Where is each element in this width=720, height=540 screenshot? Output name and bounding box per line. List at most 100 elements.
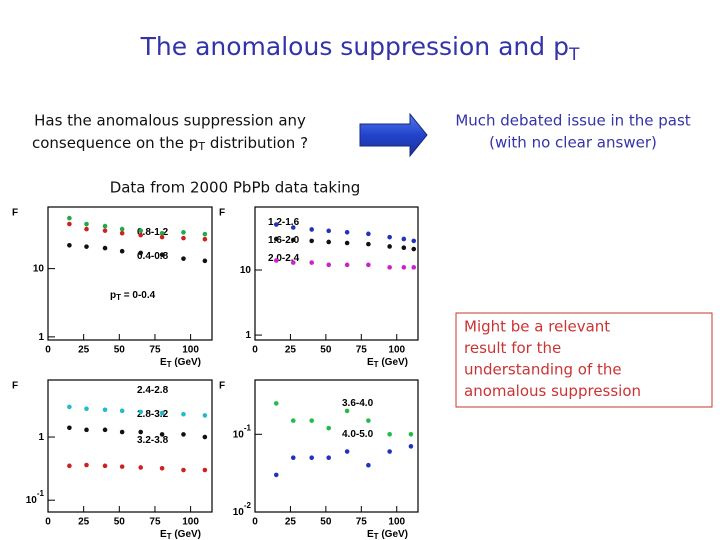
data-point [273, 258, 279, 263]
data-point [84, 244, 89, 249]
y-tick-exponent: -1 [244, 423, 252, 432]
x-label-text: E [367, 357, 374, 368]
data-point [326, 455, 332, 460]
x-tick-label: 75 [149, 517, 161, 528]
data-point [67, 404, 72, 410]
y-tick-label: 10 [240, 265, 252, 276]
data-point [159, 410, 165, 416]
plot-panel: 0 25 50 75 100 1 10-1 F ET (GeV) 2.4-2.8 2.8-3.2 3.… [12, 379, 213, 540]
data-point [290, 455, 296, 460]
label-text: 1.6-2.0 [268, 235, 300, 246]
data-point [181, 256, 186, 261]
x-tick-label: 100 [182, 345, 199, 356]
data-point [326, 239, 332, 245]
x-label-sub: T [167, 360, 172, 369]
y-tick-label: 10-1 [26, 489, 45, 506]
data-point [119, 429, 125, 435]
x-tick-label: 0 [252, 345, 258, 356]
y-tick-text: 10 [233, 429, 245, 440]
data-point [102, 228, 108, 233]
data-point [202, 236, 208, 242]
data-point [67, 425, 72, 431]
y-tick-text: 10 [240, 265, 252, 276]
data-point [138, 232, 143, 238]
data-point [326, 228, 332, 234]
x-tick-label: 50 [320, 345, 332, 356]
data-point [411, 265, 417, 270]
series-label: 2.4-2.8 [137, 385, 169, 396]
data-point [102, 463, 108, 469]
data-point [102, 223, 108, 229]
data-point [387, 244, 392, 249]
label-text: p [110, 290, 116, 301]
label-text: 2.0-2.4 [268, 253, 300, 264]
x-tick-label: 50 [114, 345, 126, 356]
y-tick-exponent: -1 [37, 489, 45, 498]
question-line: consequence on the pT distribution ? [32, 134, 308, 154]
x-label-text: E [367, 529, 374, 540]
label-text: 4.0-5.0 [342, 429, 374, 440]
answer-line: (with no clear answer) [489, 134, 657, 152]
data-point [408, 432, 414, 437]
data-point [411, 246, 417, 252]
slide-title: The anomalous suppression and pT [140, 32, 580, 65]
label-text: 3.6-4.0 [342, 398, 374, 409]
data-point [119, 248, 125, 254]
data-point [84, 406, 89, 412]
data-point [326, 262, 332, 268]
data-point [344, 240, 350, 246]
data-source: Data from 2000 PbPb data taking [110, 179, 361, 197]
y-tick-label: 10 [33, 263, 45, 274]
x-label-text: E [160, 357, 167, 368]
x-tick-label: 25 [78, 517, 90, 528]
data-point [387, 432, 392, 437]
title-text: The anomalous suppression and p [140, 32, 569, 61]
data-point [202, 231, 208, 237]
data-point [326, 425, 332, 431]
data-point [309, 227, 314, 232]
x-axis-label: ET (GeV) [160, 529, 201, 540]
data-point [202, 258, 208, 264]
data-point [67, 463, 72, 469]
x-label-end: (GeV) [172, 529, 201, 540]
y-tick-text: 1 [38, 432, 44, 443]
series-label: 1.6-2.0 [268, 235, 300, 246]
x-axis-label: ET (GeV) [367, 357, 408, 369]
x-tick-label: 25 [285, 345, 297, 356]
y-axis-label: F [219, 381, 225, 392]
data-point [138, 409, 143, 415]
data-point [138, 429, 143, 435]
data-point [181, 411, 186, 417]
label-text: 0.4-0.8 [137, 251, 169, 262]
data-point [401, 265, 407, 270]
label-text: 2.4-2.8 [137, 385, 169, 396]
label-text: 3.2-3.8 [137, 435, 169, 446]
x-label-sub: T [374, 360, 379, 369]
data-point [102, 245, 108, 251]
x-tick-label: 50 [320, 517, 332, 528]
y-tick-label: 1 [245, 330, 251, 341]
note-line: Might be a relevant [464, 318, 610, 336]
arrow [359, 112, 428, 158]
data-point [273, 222, 279, 227]
data-point [202, 434, 208, 440]
label-text: 0.8-1.2 [137, 227, 169, 238]
question-text: consequence on the p [32, 134, 198, 152]
data-point [366, 462, 371, 468]
y-tick-text: 1 [38, 332, 44, 343]
x-tick-label: 100 [182, 517, 199, 528]
note-line: result for the [464, 339, 561, 357]
note-box [455, 312, 713, 408]
data-point [401, 236, 407, 242]
data-point [84, 462, 89, 468]
x-tick-label: 75 [356, 517, 368, 528]
y-axis-label: F [12, 381, 18, 392]
data-point [309, 238, 314, 244]
x-label-end: (GeV) [379, 357, 408, 368]
note-line: understanding of the [464, 361, 622, 379]
x-tick-label: 25 [78, 345, 90, 356]
data-point [309, 260, 314, 265]
note-line: anomalous suppression [464, 382, 641, 400]
